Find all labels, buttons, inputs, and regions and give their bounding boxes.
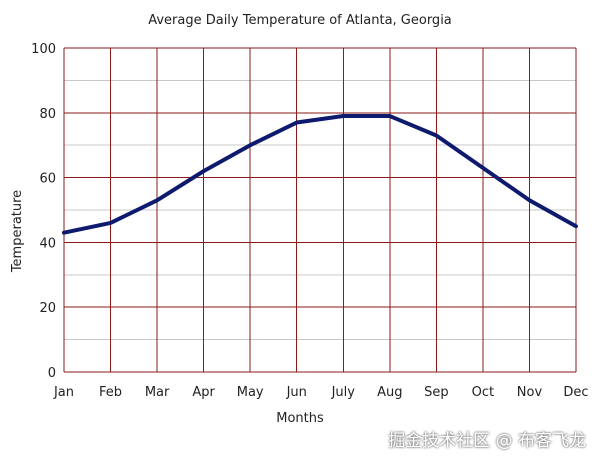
x-tick-label: Sep (424, 385, 449, 400)
x-tick-labels: Jan Feb Mar Apr May Jun July Aug Sep Oct Nov Dec (53, 385, 589, 400)
watermark: 掘金技术社区 @ 布客飞龙 (388, 431, 586, 451)
y-tick-label: 80 (39, 107, 56, 122)
y-tick-label: 0 (48, 366, 56, 381)
x-tick-label: Oct (472, 385, 494, 400)
y-axis-label: Temperature (10, 190, 25, 273)
x-tick-label: Jan (53, 385, 74, 400)
x-tick-label: Aug (377, 385, 402, 400)
x-tick-label: May (237, 385, 264, 400)
x-tick-label: Feb (99, 385, 122, 400)
x-axis-label: Months (276, 411, 324, 426)
x-tick-label: July (331, 385, 356, 400)
y-tick-label: 20 (39, 301, 56, 316)
x-tick-label: Jun (286, 385, 307, 400)
y-tick-label: 100 (31, 42, 56, 57)
y-tick-label: 60 (39, 172, 56, 187)
grid (63, 47, 577, 373)
y-tick-label: 40 (39, 236, 56, 251)
chart-title: Average Daily Temperature of Atlanta, Ge… (148, 13, 452, 28)
series-line (62, 114, 578, 235)
x-tick-label: Nov (517, 385, 543, 400)
x-tick-label: Mar (145, 385, 170, 400)
x-tick-label: Dec (563, 385, 588, 400)
y-tick-labels: 0 20 40 60 80 100 (31, 42, 56, 381)
x-tick-label: Apr (192, 385, 215, 400)
